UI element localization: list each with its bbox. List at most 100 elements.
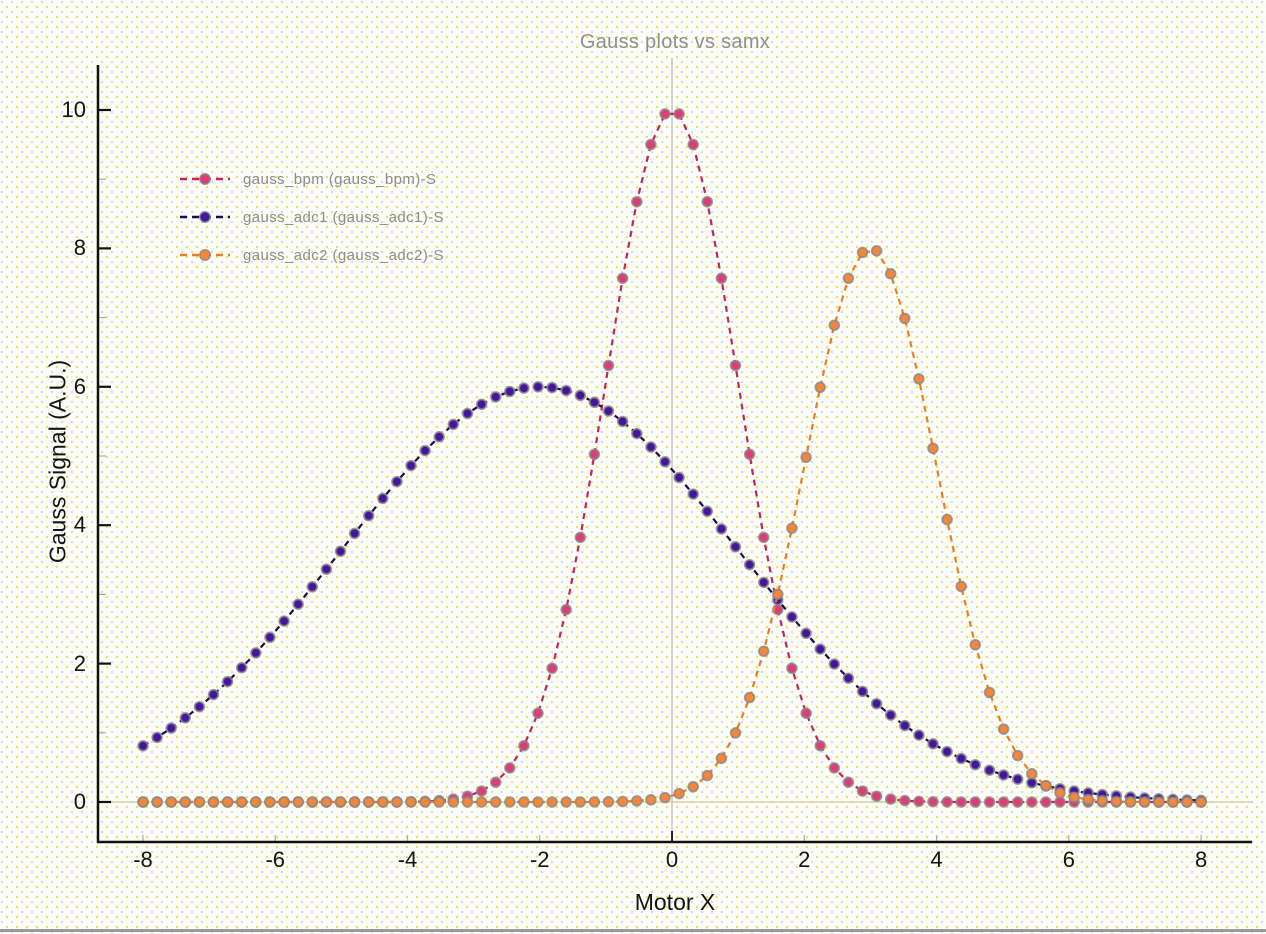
data-point-marker <box>983 796 996 808</box>
data-point-marker <box>1011 773 1024 785</box>
data-point-marker <box>1195 796 1207 808</box>
data-point-marker <box>1096 795 1109 807</box>
legend-item-gauss-adc1[interactable]: gauss_adc1 (gauss_adc1)-S <box>180 198 444 236</box>
data-point-marker <box>673 787 685 800</box>
data-point-marker <box>588 448 601 461</box>
data-point-marker <box>969 639 982 651</box>
data-point-marker <box>489 391 502 403</box>
data-point-marker <box>1110 795 1123 808</box>
data-point-marker <box>1040 796 1052 808</box>
data-point-marker <box>1040 779 1052 792</box>
data-point-marker <box>913 373 925 385</box>
data-point-marker <box>997 796 1010 808</box>
data-point-marker <box>645 441 657 453</box>
data-point-marker <box>348 527 361 540</box>
legend-marker <box>198 173 211 185</box>
data-point-marker <box>616 415 629 428</box>
data-point-marker <box>616 795 629 808</box>
data-point-marker <box>899 794 911 807</box>
legend-item-gauss-bpm[interactable]: gauss_bpm (gauss_bpm)-S <box>180 160 444 198</box>
data-point-marker <box>1068 791 1080 803</box>
data-point-marker <box>475 785 488 797</box>
legend-swatch-gauss-bpm <box>180 173 230 185</box>
legend-swatch-gauss-adc1 <box>180 211 230 223</box>
data-point-marker <box>461 407 474 420</box>
data-point-marker <box>659 791 671 804</box>
data-point-marker <box>362 509 375 522</box>
data-point-marker <box>179 796 192 808</box>
data-point-marker <box>913 729 925 741</box>
y-tick-label: 0 <box>73 789 86 814</box>
y-tick-label: 8 <box>73 235 86 261</box>
data-point-marker <box>532 381 544 393</box>
x-tick-label: -2 <box>529 847 550 872</box>
data-point-marker <box>927 442 939 455</box>
data-point-marker <box>870 697 883 710</box>
data-point-marker <box>250 647 262 659</box>
data-point-marker <box>969 758 982 771</box>
data-point-marker <box>1181 796 1193 808</box>
data-point-marker <box>264 631 276 644</box>
y-axis-label: Gauss Signal (A.U.) <box>44 359 71 564</box>
chart-title: Gauss plots vs samx <box>579 31 771 53</box>
data-point-marker <box>687 138 699 151</box>
data-point-marker <box>405 459 417 472</box>
data-point-marker <box>1011 749 1024 762</box>
data-point-marker <box>179 712 192 724</box>
data-point-marker <box>518 796 530 808</box>
data-point-marker <box>306 796 319 808</box>
legend-marker <box>198 249 211 261</box>
data-point-marker <box>786 662 798 675</box>
x-tick-label: 6 <box>1062 847 1075 872</box>
data-point-marker <box>377 796 389 808</box>
data-point-marker <box>250 796 262 808</box>
data-point-marker <box>1011 796 1024 808</box>
data-point-marker <box>602 405 615 417</box>
data-point-marker <box>631 195 643 208</box>
data-point-marker <box>433 796 445 808</box>
data-point-marker <box>983 764 996 776</box>
x-tick-label: 0 <box>665 847 679 872</box>
data-point-marker <box>602 796 615 808</box>
data-point-marker <box>518 739 530 752</box>
data-point-marker <box>137 740 149 752</box>
data-point-marker <box>1054 787 1066 799</box>
data-point-marker <box>235 796 248 808</box>
data-point-marker <box>814 739 826 752</box>
data-point-marker <box>419 444 431 457</box>
data-point-marker <box>899 312 911 325</box>
data-point-marker <box>631 795 643 807</box>
data-point-marker <box>997 769 1010 781</box>
data-point-marker <box>447 418 460 431</box>
data-point-marker <box>377 492 389 505</box>
legend-label: gauss_adc1 (gauss_adc1)-S <box>243 208 444 226</box>
legend-item-gauss-adc2[interactable]: gauss_adc2 (gauss_adc2)-S <box>180 236 444 274</box>
data-point-marker <box>419 796 431 808</box>
data-point-marker <box>221 675 234 688</box>
data-point-marker <box>941 796 953 808</box>
data-point-marker <box>842 776 855 788</box>
data-point-marker <box>278 615 290 627</box>
data-point-marker <box>207 688 220 701</box>
x-tick-label: 2 <box>798 847 811 872</box>
data-point-marker <box>1138 796 1151 808</box>
data-point-marker <box>673 471 685 484</box>
data-point-marker <box>278 796 290 808</box>
data-point-marker <box>235 661 248 674</box>
data-point-marker <box>602 359 615 372</box>
data-point-marker <box>1167 796 1179 808</box>
data-point-marker <box>292 598 304 610</box>
data-point-marker <box>137 796 149 808</box>
data-point-marker <box>334 796 347 808</box>
data-point-marker <box>574 531 587 544</box>
data-point-marker <box>546 662 558 675</box>
data-point-marker <box>532 796 544 808</box>
data-point-marker <box>1124 796 1137 808</box>
data-point-marker <box>264 796 276 808</box>
data-point-marker <box>927 795 939 808</box>
data-point-marker <box>207 796 220 808</box>
data-point-marker <box>574 796 587 808</box>
data-point-marker <box>701 769 714 782</box>
data-point-marker <box>842 272 855 285</box>
